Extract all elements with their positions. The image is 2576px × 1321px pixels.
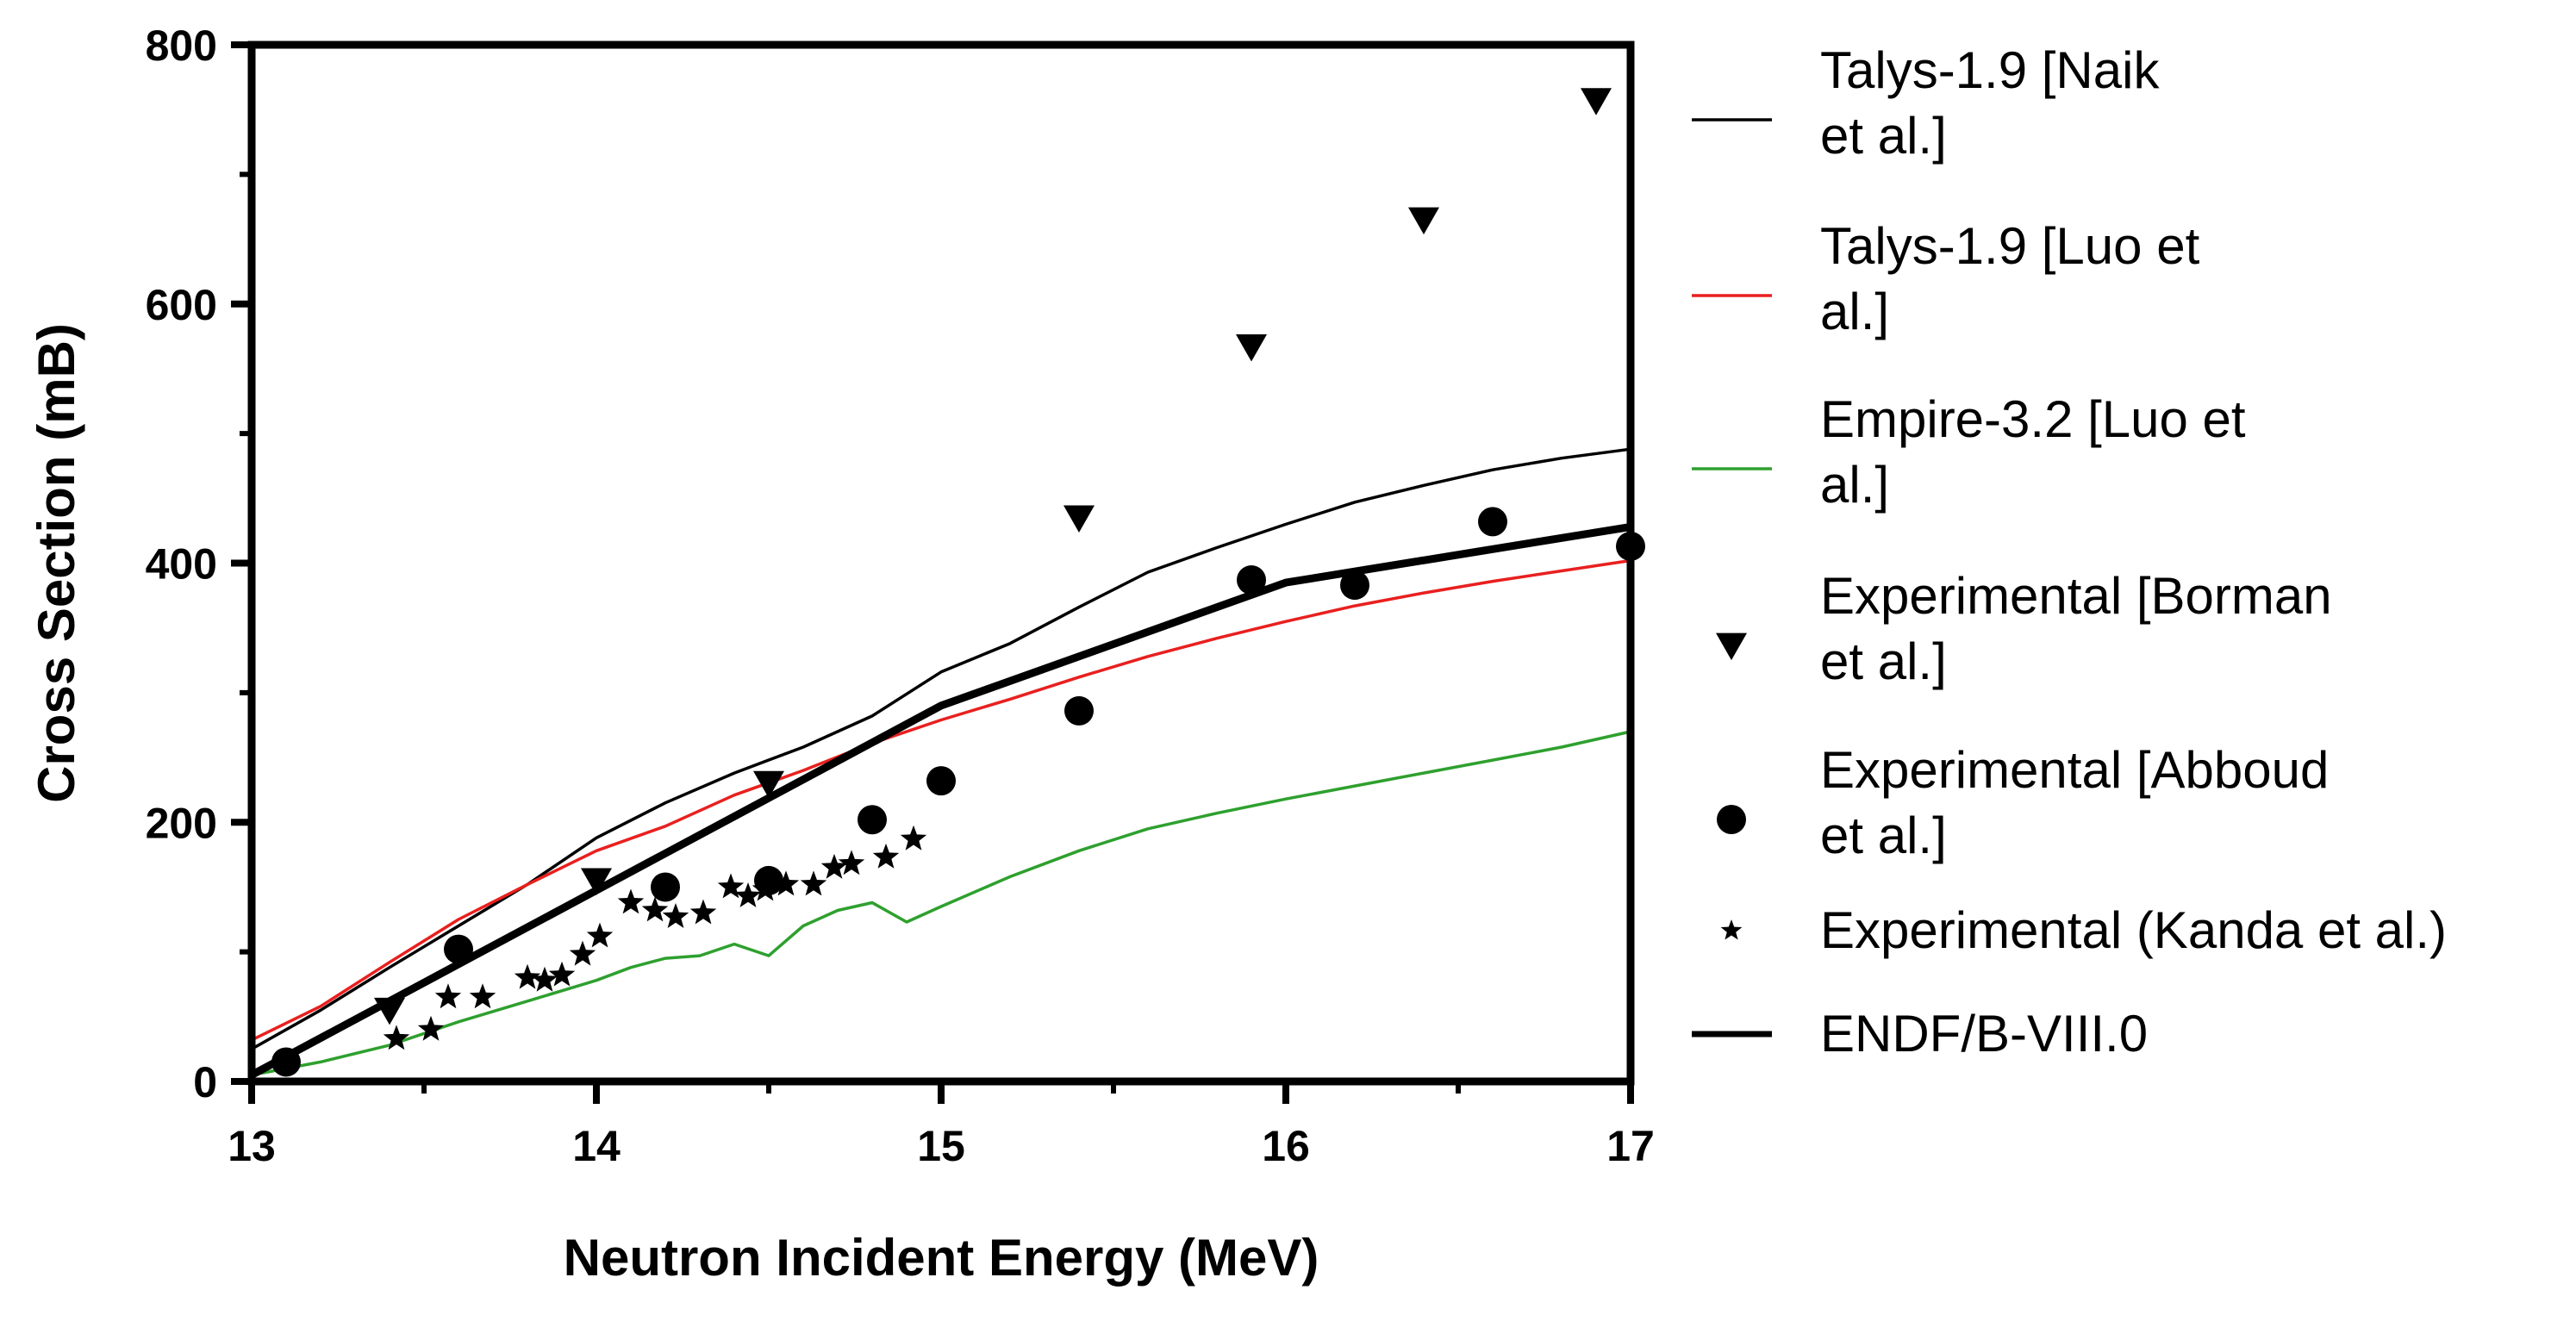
data-point-experimental-kanda-et-al [717,873,745,899]
x-axis-title: Neutron Incident Energy (MeV) [564,1229,1319,1287]
tick-labels: 13 14 15 16 17 0 200 400 600 800 [146,22,1655,1170]
data-point-experimental-kanda-et-al [514,963,541,989]
data-point-experimental-kanda-et-al [752,875,779,901]
x-tick-label: 15 [917,1122,965,1170]
x-tick-label: 16 [1262,1122,1310,1170]
legend-label-endf-b-viii-0: ENDF/B-VIII.0 [1820,1005,2148,1062]
legend-label-experimental-abboud-et-al: Experimental [Abboud [1820,741,2329,799]
data-point-experimental-abboud-et-al [1237,565,1266,595]
data-point-experimental-abboud-et-al [1478,507,1507,537]
legend-label-experimental-abboud-et-al: et al.] [1820,807,1947,864]
data-point-experimental-kanda-et-al [434,983,462,1009]
data-point-experimental-borman-et-al [1581,88,1612,115]
series-line-empire-3-2-luo-et-al [250,730,1632,1077]
data-point-experimental-kanda-et-al [383,1025,410,1050]
plot-series [247,88,1645,1079]
legend-label-experimental-kanda-et-al: Experimental (Kanda et al.) [1820,901,2447,959]
data-point-experimental-borman-et-al [753,770,784,799]
data-point-experimental-kanda-et-al [872,843,900,869]
data-point-experimental-kanda-et-al [838,850,865,875]
x-tick-label: 14 [572,1122,621,1170]
plot-frame [247,41,1635,1086]
data-point-experimental-kanda-et-al [800,870,827,896]
legend-label-talys-1-9-naik-et-al: Talys-1.9 [Naik [1820,41,2160,99]
legend-label-experimental-borman-et-al: et al.] [1820,632,1947,690]
y-tick-label: 200 [146,799,217,847]
x-tick-label: 13 [228,1122,276,1170]
data-point-experimental-kanda-et-al [531,966,558,992]
legend-label-talys-1-9-luo-et-al: Talys-1.9 [Luo et [1820,217,2200,275]
data-point-experimental-kanda-et-al [662,903,689,928]
legend-symbol-experimental-kanda-et-al [1720,919,1743,940]
data-point-experimental-kanda-et-al [548,961,576,987]
legend-label-talys-1-9-naik-et-al: et al.] [1820,107,1947,165]
y-tick-label: 800 [146,22,217,70]
legend-label-experimental-borman-et-al: Experimental [Borman [1820,567,2332,625]
data-point-experimental-kanda-et-al [689,899,717,925]
legend-symbol-experimental-borman-et-al [1716,632,1747,661]
data-point-experimental-borman-et-al [581,868,612,896]
data-point-experimental-abboud-et-al [926,766,956,796]
data-point-experimental-kanda-et-al [641,896,669,922]
legend-symbol-experimental-abboud-et-al [1717,805,1746,834]
legend-label-talys-1-9-luo-et-al: al.] [1820,283,1889,340]
y-tick-label: 600 [146,281,217,329]
data-point-experimental-kanda-et-al [734,882,762,907]
y-axis-title: Cross Section (mB) [28,323,85,803]
data-point-experimental-abboud-et-al [651,872,680,902]
data-point-experimental-kanda-et-al [586,922,614,948]
legend: Talys-1.9 [Naik et al.] Talys-1.9 [Luo et a… [1692,41,2447,1062]
data-point-experimental-abboud-et-al [1064,695,1094,726]
y-tick-label: 0 [193,1058,217,1106]
x-tick-label: 17 [1606,1122,1655,1170]
data-point-experimental-kanda-et-al [469,983,496,1009]
legend-label-empire-3-2-luo-et-al: Empire-3.2 [Luo et [1820,390,2246,448]
legend-label-empire-3-2-luo-et-al: al.] [1820,456,1889,514]
data-point-experimental-borman-et-al [1236,333,1267,362]
data-point-experimental-kanda-et-al [617,888,645,914]
data-point-experimental-abboud-et-al [1340,570,1369,601]
data-point-experimental-kanda-et-al [772,870,800,896]
data-point-experimental-kanda-et-al [569,940,596,966]
data-point-experimental-borman-et-al [1063,505,1095,533]
data-point-experimental-borman-et-al [1408,207,1439,235]
y-tick-label: 400 [146,540,217,589]
series-line-talys-1-9-luo-et-al [250,558,1632,1042]
data-point-experimental-abboud-et-al [858,805,887,835]
data-point-experimental-kanda-et-al [820,853,848,879]
series-line-endf-b-viii-0 [247,522,1635,1079]
data-point-experimental-kanda-et-al [417,1015,445,1041]
series-line-talys-1-9-naik-et-al [250,447,1632,1051]
data-point-experimental-kanda-et-al [900,825,927,851]
